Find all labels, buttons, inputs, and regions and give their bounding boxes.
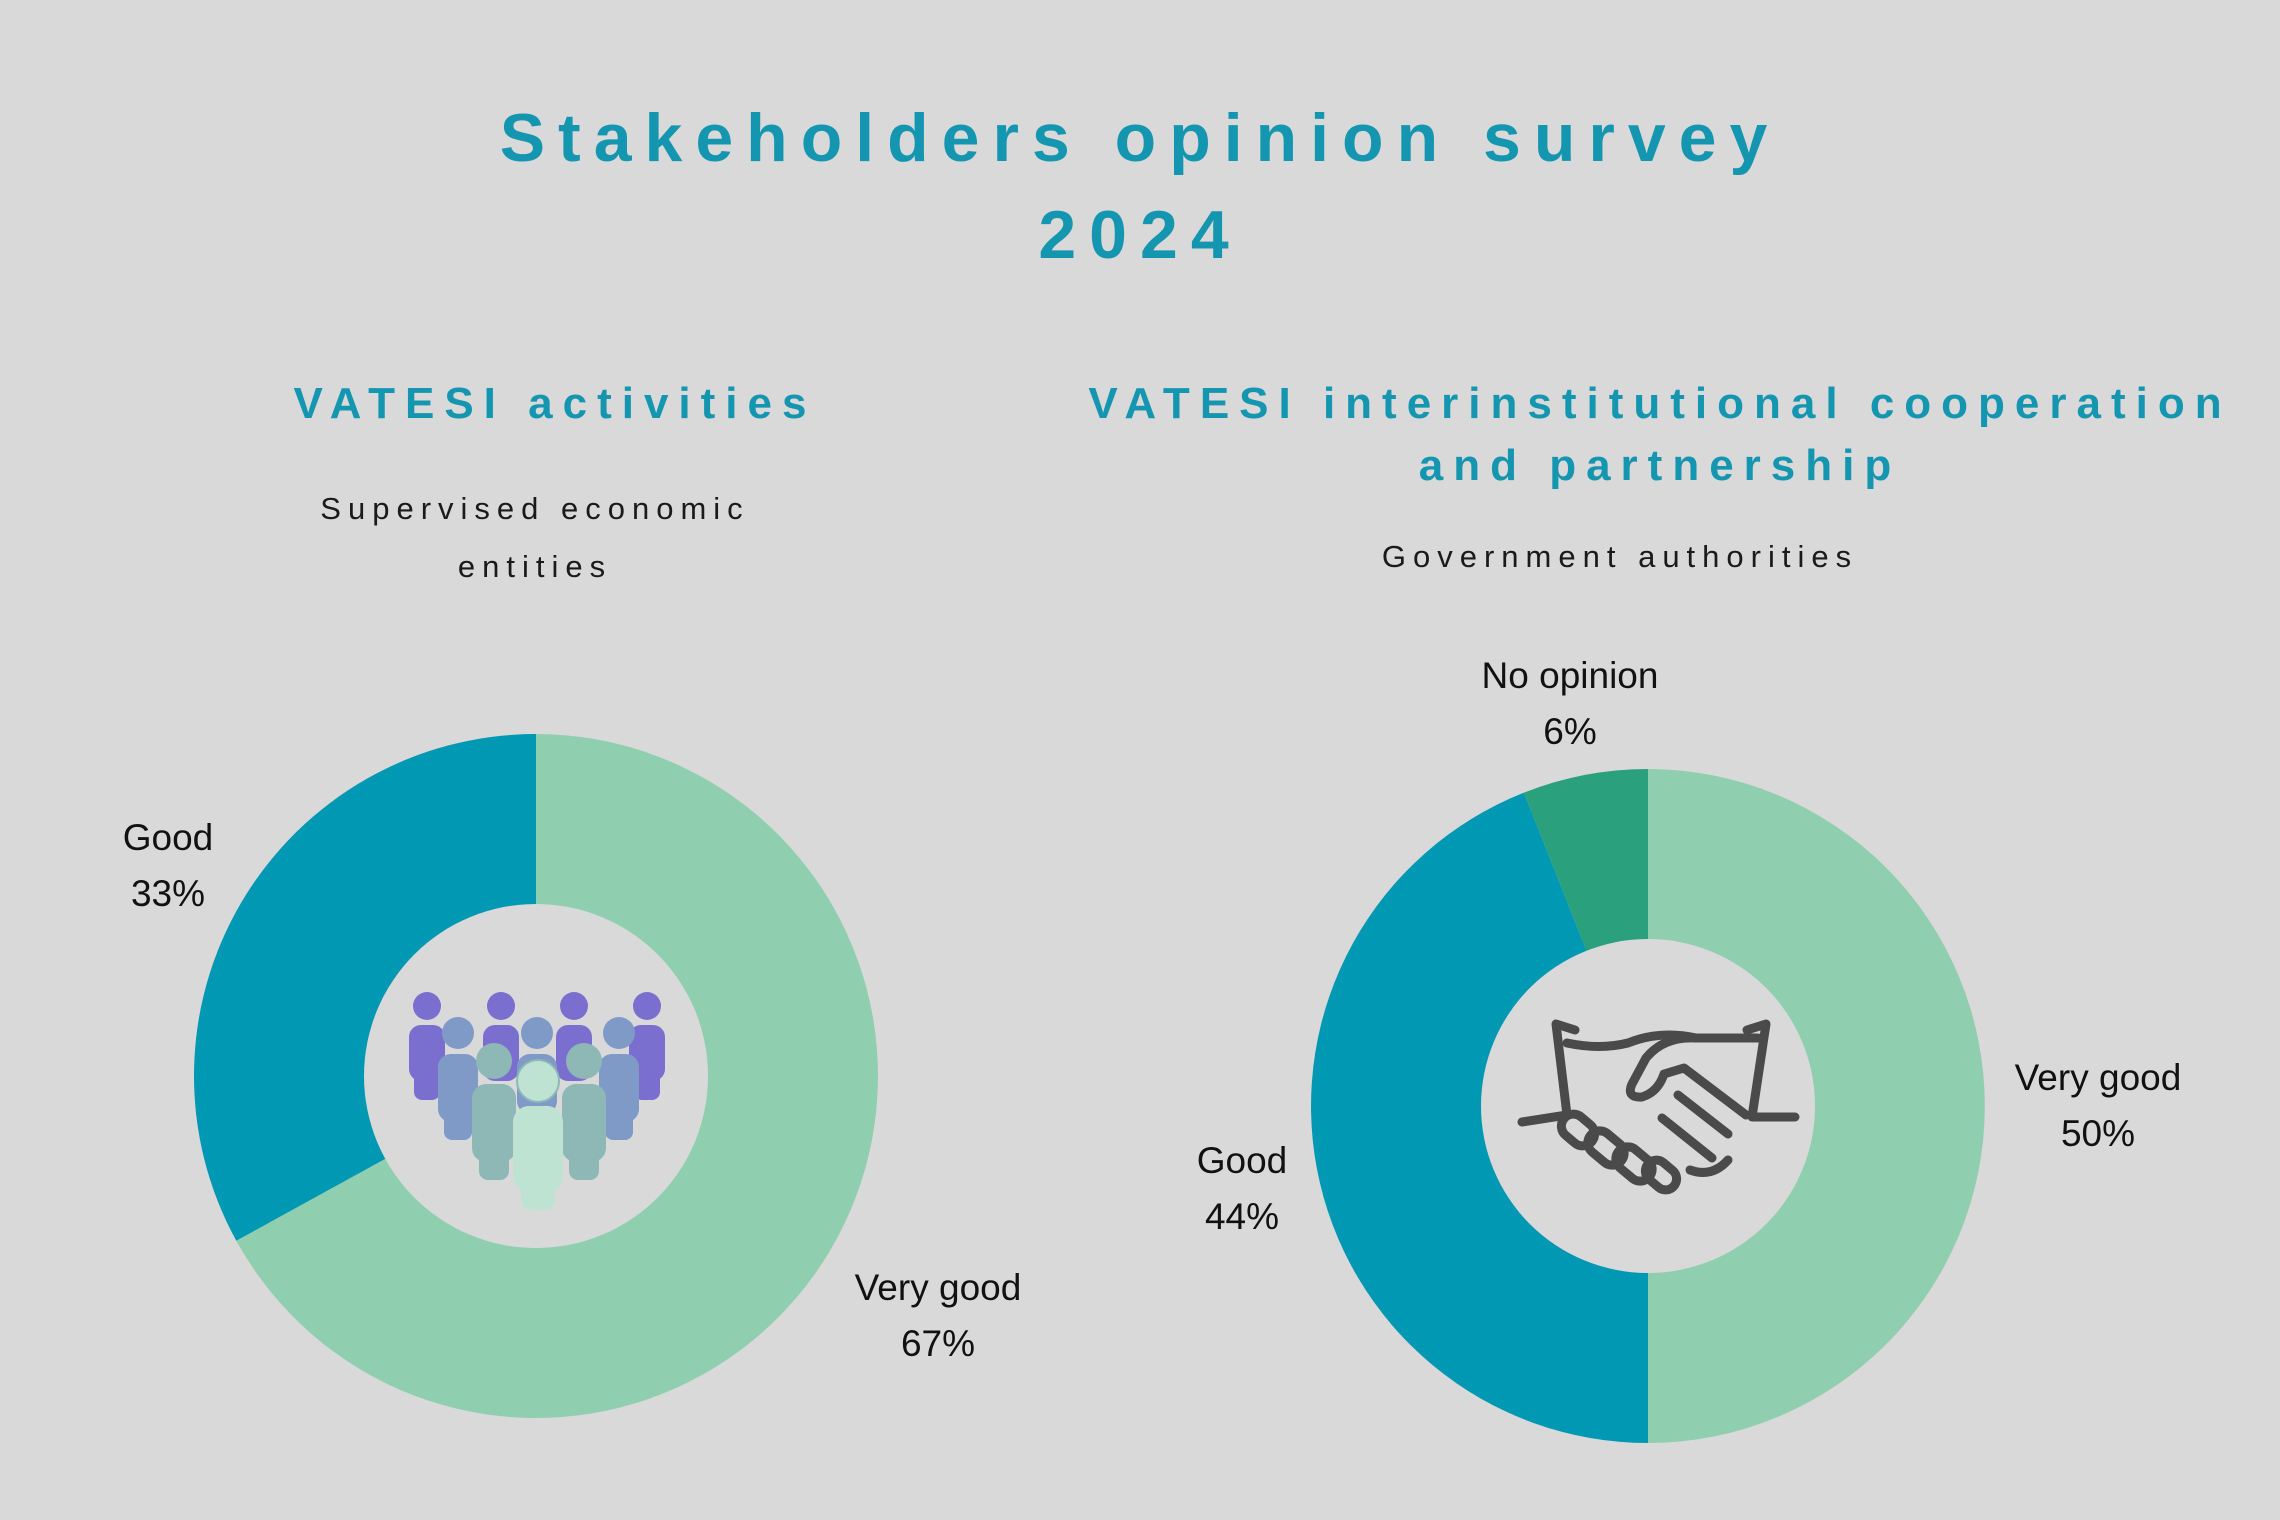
- slice-labels: Very good 67% Good 33% Very good 50% Good 44% No…: [123, 655, 2182, 1364]
- slice-label-category: No opinion: [1482, 655, 1659, 696]
- donut-slice-good: [1311, 792, 1648, 1443]
- right-chart-title: VATESI interinstitutional cooperation an…: [1080, 373, 2240, 497]
- slice-label-category: Very good: [855, 1267, 1022, 1308]
- left-chart-subtitle-line: Supervised economic: [320, 491, 750, 526]
- left-chart-title: VATESI activities: [190, 373, 920, 435]
- right-chart-title-line: and partnership: [1418, 441, 1902, 490]
- slice-label-value: 67%: [901, 1323, 975, 1364]
- left-chart-subtitle: Supervised economic entities: [200, 480, 870, 596]
- handshake-icon: [1517, 1019, 1800, 1195]
- right-chart-subtitle: Government authorities: [1250, 528, 1990, 586]
- main-title-line: 2024: [1038, 197, 1242, 273]
- slice-label-value: 50%: [2061, 1113, 2135, 1154]
- slice-label-category: Very good: [2015, 1057, 2182, 1098]
- slice-label-category: Good: [123, 817, 214, 858]
- people-group-icon: [409, 992, 665, 1210]
- donut-slice-very-good: [1648, 769, 1985, 1443]
- slice-label-category: Good: [1197, 1140, 1288, 1181]
- left-chart-subtitle-line: entities: [457, 549, 613, 584]
- right-donut-chart: [1311, 769, 1985, 1443]
- main-title-line: Stakeholders opinion survey: [499, 100, 1781, 176]
- right-donut-hole: [1481, 939, 1815, 1273]
- right-chart-subtitle-line: Government authorities: [1381, 539, 1859, 574]
- right-chart-title-line: VATESI interinstitutional cooperation: [1088, 379, 2232, 428]
- slice-label-value: 44%: [1205, 1196, 1279, 1237]
- slice-label-value: 6%: [1543, 711, 1596, 752]
- slice-label-value: 33%: [131, 873, 205, 914]
- main-title: Stakeholders opinion survey 2024: [0, 90, 2280, 284]
- left-chart-title-line: VATESI activities: [293, 379, 817, 428]
